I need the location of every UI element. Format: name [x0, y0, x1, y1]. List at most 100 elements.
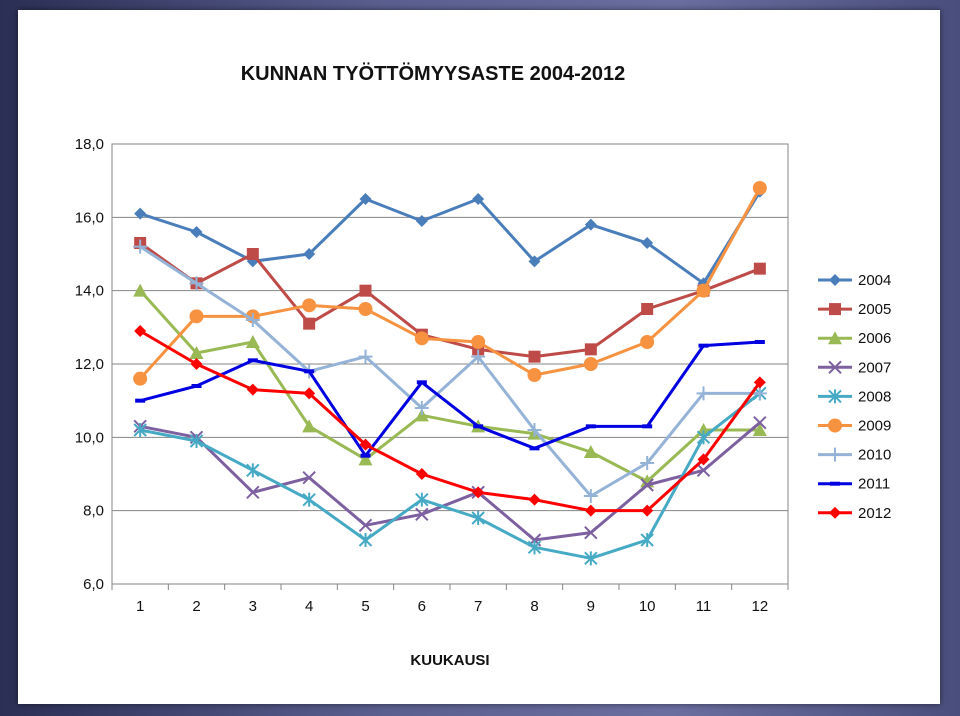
series-line: [139, 340, 760, 458]
data-point-marker: [696, 386, 711, 401]
series-2004: [134, 185, 766, 290]
series-2008: [133, 386, 767, 566]
data-point-marker: [358, 349, 373, 364]
slide-frame: KUNNAN TYÖTTÖMYYSASTE 2004-2012 6,0 8,0 10…: [18, 10, 940, 704]
legend-label: 2009: [858, 418, 891, 435]
x-axis-label: KUUKAUSI: [410, 652, 489, 669]
data-point-marker: [133, 423, 147, 437]
data-point-marker: [828, 331, 842, 345]
data-point-marker: [528, 255, 541, 268]
legend-label: 2010: [858, 447, 891, 464]
data-point-marker: [189, 309, 204, 324]
data-point-marker: [133, 283, 148, 297]
series-2009: [133, 181, 767, 386]
data-point-marker: [528, 350, 541, 363]
data-point-marker: [471, 349, 486, 364]
data-point-marker: [303, 317, 316, 330]
legend-label: 2011: [858, 476, 890, 493]
data-point-marker: [246, 485, 260, 500]
data-point-marker: [583, 489, 598, 503]
data-point-marker: [640, 478, 654, 492]
series-layer: [133, 181, 767, 566]
data-point-marker: [246, 248, 259, 260]
line-chart: KUNNAN TYÖTTÖMYYSASTE 2004-2012 6,0 8,0 10…: [75, 62, 892, 669]
legend-item: 2012: [818, 505, 891, 522]
data-point-marker: [527, 368, 542, 382]
data-point-marker: [829, 303, 841, 316]
data-point-marker: [752, 386, 767, 401]
data-point-marker: [471, 511, 485, 525]
data-point-marker: [641, 303, 654, 315]
series-2005: [134, 237, 766, 363]
series-line: [139, 392, 761, 560]
data-point-marker: [640, 456, 655, 470]
data-point-marker: [133, 371, 148, 386]
data-point-marker: [829, 506, 841, 519]
data-point-marker: [641, 504, 654, 517]
data-point-marker: [358, 302, 373, 316]
data-point-marker: [752, 423, 767, 436]
legend-item: 2011: [818, 476, 890, 493]
data-point-marker: [134, 207, 147, 220]
data-point-marker: [472, 193, 485, 205]
data-point-marker: [190, 226, 203, 238]
legend-label: 2012: [858, 505, 891, 522]
data-point-marker: [583, 357, 598, 371]
data-point-marker: [303, 248, 316, 260]
legend-item: 2004: [818, 272, 891, 289]
data-point-marker: [828, 447, 842, 462]
data-point-marker: [302, 492, 316, 507]
data-point-marker: [584, 551, 598, 566]
legend-label: 2007: [858, 359, 891, 376]
data-point-marker: [415, 468, 428, 480]
data-point-marker: [584, 218, 597, 231]
data-point-marker: [189, 276, 204, 291]
series-line: [139, 421, 761, 542]
x-tick-label: 11: [696, 598, 712, 615]
data-point-marker: [133, 239, 148, 254]
x-tick-label: 10: [639, 598, 656, 615]
data-point-marker: [359, 438, 372, 451]
x-tick-label: 9: [587, 598, 595, 615]
data-point-marker: [303, 387, 316, 400]
data-point-marker: [359, 193, 372, 205]
data-point-marker: [828, 418, 842, 433]
data-point-marker: [415, 507, 429, 522]
y-tick-label: 6,0: [83, 576, 104, 593]
data-point-marker: [190, 358, 203, 370]
x-tick-label: 7: [474, 598, 482, 615]
data-point-marker: [246, 383, 259, 396]
legend-item: 2005: [818, 301, 891, 318]
data-point-marker: [752, 181, 767, 195]
x-tick-label: 3: [249, 598, 257, 615]
data-point-marker: [415, 215, 428, 227]
data-point-marker: [640, 533, 654, 547]
data-point-marker: [528, 493, 541, 506]
x-tick-label: 8: [530, 598, 538, 615]
legend-label: 2006: [858, 330, 891, 347]
series-2007: [133, 415, 767, 547]
series-line: [139, 245, 760, 498]
legend-label: 2005: [858, 301, 891, 318]
legend-item: 2006: [818, 330, 891, 347]
data-point-marker: [584, 525, 598, 540]
data-point-marker: [583, 445, 598, 458]
series-line: [139, 289, 760, 483]
legend-item: 2008: [818, 388, 891, 405]
y-tick-label: 8,0: [83, 503, 104, 520]
data-point-marker: [414, 331, 429, 346]
x-tick-label: 1: [136, 598, 144, 615]
data-point-marker: [828, 360, 842, 375]
data-point-marker: [753, 415, 767, 430]
data-point-marker: [527, 423, 542, 437]
x-tick-label: 4: [305, 598, 313, 615]
data-point-marker: [641, 237, 654, 249]
data-point-marker: [696, 430, 711, 445]
data-point-marker: [697, 453, 710, 466]
legend-item: 2007: [818, 359, 891, 376]
legend-label: 2008: [858, 388, 891, 405]
y-tick-label: 18,0: [75, 136, 104, 153]
legend: 2004 2005 2006 2007 2008 2009 2010 2011 2012: [818, 272, 891, 522]
x-tick-label: 12: [751, 598, 768, 615]
legend-label: 2004: [858, 272, 891, 289]
